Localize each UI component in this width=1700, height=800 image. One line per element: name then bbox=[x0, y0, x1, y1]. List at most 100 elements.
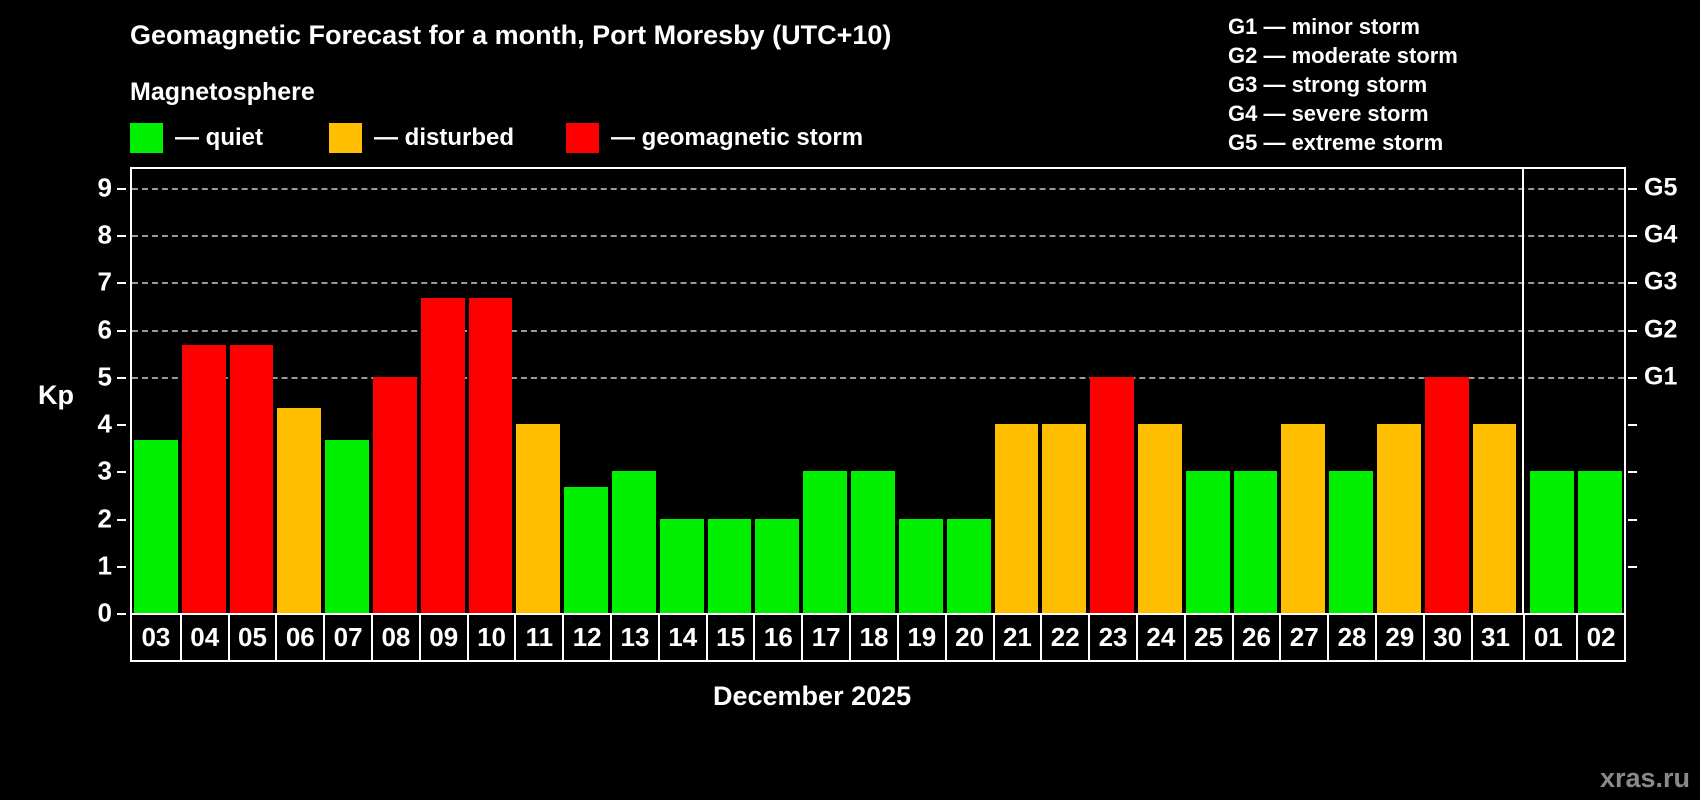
legend-label: — quiet bbox=[175, 124, 263, 151]
day-label-05[interactable]: 05 bbox=[227, 615, 276, 660]
day-label-02[interactable]: 02 bbox=[1576, 615, 1624, 660]
gscale-legend: G1 — minor storm G2 — moderate storm G3 — … bbox=[1228, 12, 1458, 157]
day-label-12[interactable]: 12 bbox=[562, 615, 610, 660]
day-label-23[interactable]: 23 bbox=[1088, 615, 1136, 660]
day-label-01[interactable]: 01 bbox=[1523, 615, 1571, 660]
g-axis-label-G5: G5 bbox=[1644, 173, 1678, 202]
bar-day-30[interactable] bbox=[1424, 376, 1469, 613]
day-label-26[interactable]: 26 bbox=[1231, 615, 1280, 660]
day-label-03[interactable]: 03 bbox=[141, 622, 171, 652]
y-tick-label-9: 9 bbox=[97, 172, 112, 203]
bar-day-03[interactable] bbox=[134, 439, 178, 613]
legend-swatch-disturbed-icon bbox=[329, 123, 362, 153]
bar-day-06[interactable] bbox=[277, 408, 322, 613]
day-label-09[interactable]: 09 bbox=[418, 615, 467, 660]
day-label-10[interactable]: 10 bbox=[466, 615, 515, 660]
bar-day-18[interactable] bbox=[851, 471, 895, 613]
day-label-17[interactable]: 17 bbox=[801, 615, 849, 660]
bar-day-12[interactable] bbox=[564, 486, 609, 613]
g-tick-mark-3 bbox=[1628, 471, 1637, 474]
g-tick-mark-2 bbox=[1628, 518, 1637, 521]
day-label-07[interactable]: 07 bbox=[323, 615, 371, 660]
day-label-20[interactable]: 20 bbox=[944, 615, 993, 660]
day-label-11[interactable]: 11 bbox=[514, 615, 562, 660]
bar-day-21[interactable] bbox=[994, 424, 1039, 613]
bar-day-22[interactable] bbox=[1042, 424, 1087, 613]
day-label-04[interactable]: 04 bbox=[179, 615, 228, 660]
day-label-13[interactable]: 13 bbox=[610, 615, 658, 660]
y-axis: 0 1 2 3 4 5 6 7 8 9 bbox=[60, 167, 126, 628]
page-title: Geomagnetic Forecast for a month, Port M… bbox=[130, 20, 892, 50]
gridline-kp-8 bbox=[132, 235, 1624, 238]
bar-day-11[interactable] bbox=[516, 424, 561, 613]
day-label-24[interactable]: 24 bbox=[1135, 615, 1184, 660]
day-label-25[interactable]: 25 bbox=[1183, 615, 1232, 660]
bar-day-29[interactable] bbox=[1376, 424, 1421, 613]
bar-day-27[interactable] bbox=[1281, 424, 1326, 613]
bar-day-02[interactable] bbox=[1578, 471, 1622, 613]
g-tick-mark-1 bbox=[1628, 565, 1637, 568]
day-label-16[interactable]: 16 bbox=[753, 615, 801, 660]
day-label-08[interactable]: 08 bbox=[371, 615, 419, 660]
y-tick-mark-4 bbox=[117, 424, 126, 427]
legend-label: — disturbed bbox=[374, 124, 515, 151]
g-axis-label-G2: G2 bbox=[1644, 315, 1678, 344]
g-tick-mark-9 bbox=[1628, 187, 1637, 190]
bar-day-15[interactable] bbox=[707, 518, 752, 613]
y-tick-label-7: 7 bbox=[97, 266, 112, 297]
legend-heading: Magnetosphere bbox=[130, 78, 315, 106]
g-axis-label-G4: G4 bbox=[1644, 220, 1678, 249]
bar-day-09[interactable] bbox=[420, 297, 465, 613]
watermark: xras.ru bbox=[1599, 763, 1690, 793]
day-label-06[interactable]: 06 bbox=[275, 615, 323, 660]
bar-day-20[interactable] bbox=[946, 518, 991, 613]
gridline-kp-7 bbox=[132, 282, 1624, 285]
day-label-28[interactable]: 28 bbox=[1327, 615, 1375, 660]
day-label-18[interactable]: 18 bbox=[849, 615, 897, 660]
bar-day-13[interactable] bbox=[612, 471, 656, 613]
bar-day-08[interactable] bbox=[373, 376, 417, 613]
day-label-30[interactable]: 30 bbox=[1422, 615, 1471, 660]
gscale-legend-line-1: G1 — minor storm bbox=[1228, 14, 1420, 39]
g-tick-mark-6 bbox=[1628, 329, 1637, 332]
bar-day-05[interactable] bbox=[229, 345, 274, 613]
y-tick-mark-2 bbox=[117, 518, 126, 521]
bar-day-28[interactable] bbox=[1329, 471, 1373, 613]
bar-day-19[interactable] bbox=[898, 518, 943, 613]
y-tick-mark-3 bbox=[117, 471, 126, 474]
y-axis-title: Kp bbox=[38, 380, 74, 410]
bar-day-17[interactable] bbox=[803, 471, 848, 613]
day-label-22[interactable]: 22 bbox=[1040, 615, 1088, 660]
day-label-15[interactable]: 15 bbox=[705, 615, 754, 660]
y-tick-mark-0 bbox=[117, 613, 126, 615]
bar-day-23[interactable] bbox=[1090, 376, 1134, 613]
bar-day-04[interactable] bbox=[181, 345, 226, 613]
y-tick-mark-5 bbox=[117, 376, 126, 379]
day-label-21[interactable]: 21 bbox=[992, 615, 1041, 660]
bar-day-01[interactable] bbox=[1530, 471, 1575, 613]
y-tick-label-5: 5 bbox=[97, 361, 112, 392]
legend-swatch-storm-icon bbox=[566, 123, 600, 153]
y-tick-label-8: 8 bbox=[97, 219, 112, 250]
bar-day-31[interactable] bbox=[1472, 424, 1517, 613]
month-label: December 2025 bbox=[713, 681, 912, 711]
day-label-27[interactable]: 27 bbox=[1279, 615, 1327, 660]
bar-day-07[interactable] bbox=[325, 439, 370, 613]
day-label-29[interactable]: 29 bbox=[1374, 615, 1423, 660]
legend-label: — geomagnetic storm bbox=[611, 124, 864, 151]
bar-day-25[interactable] bbox=[1185, 471, 1230, 613]
day-label-14[interactable]: 14 bbox=[657, 615, 706, 660]
day-label-31[interactable]: 31 bbox=[1470, 615, 1519, 660]
bar-day-26[interactable] bbox=[1233, 471, 1278, 613]
bar-day-10[interactable] bbox=[468, 297, 513, 613]
gridline-kp-5 bbox=[132, 376, 1624, 379]
y-tick-mark-9 bbox=[117, 187, 126, 190]
gridline-kp-6 bbox=[132, 329, 1624, 332]
y-tick-label-0: 0 bbox=[97, 597, 112, 628]
bar-day-14[interactable] bbox=[659, 518, 704, 613]
day-label-19[interactable]: 19 bbox=[896, 615, 945, 660]
bar-day-24[interactable] bbox=[1137, 424, 1182, 613]
bar-day-16[interactable] bbox=[755, 518, 800, 613]
gridline-kp-9 bbox=[132, 187, 1624, 190]
g-axis-label-G1: G1 bbox=[1644, 362, 1678, 391]
